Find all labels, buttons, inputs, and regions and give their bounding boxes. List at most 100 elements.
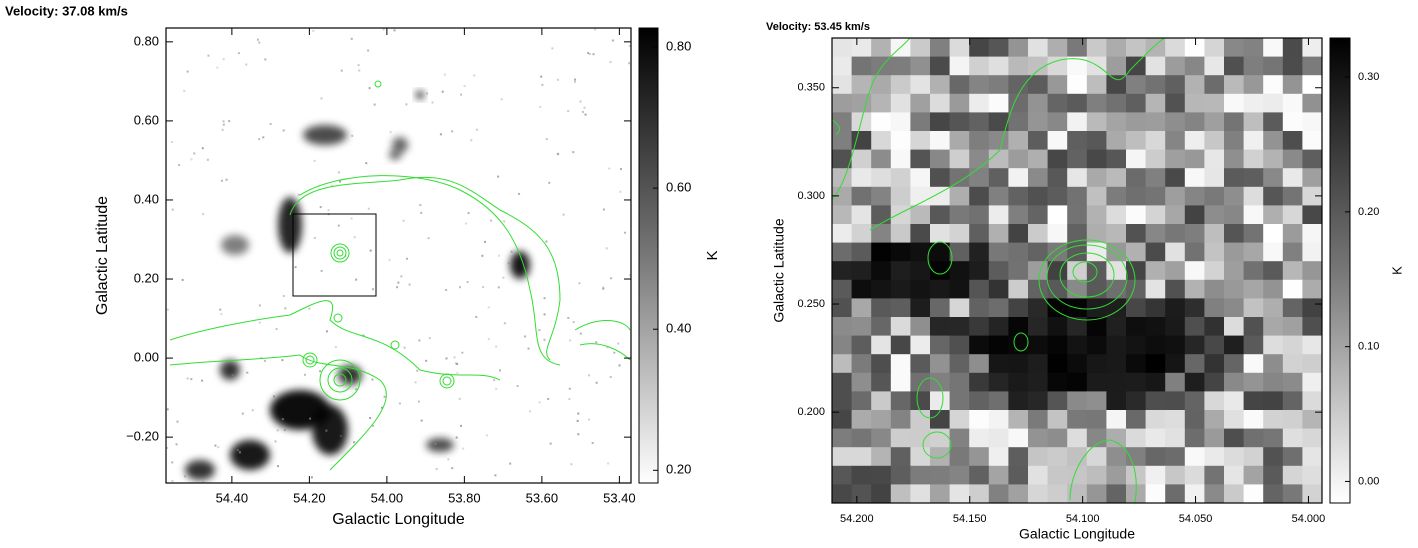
image-pixel [1047,391,1068,411]
image-pixel [1047,484,1068,503]
image-pixel [988,38,1009,58]
image-pixel [1263,224,1284,244]
image-pixel [988,168,1009,188]
image-pixel [619,190,622,193]
image-pixel [1145,279,1166,299]
image-pixel [358,69,361,72]
image-pixel [969,410,990,430]
image-pixel [1204,317,1225,337]
image-pixel [312,29,315,32]
image-pixel [1126,410,1147,430]
image-pixel [910,279,931,299]
x-tick-label: 54.150 [953,513,987,525]
image-pixel [334,346,337,349]
image-pixel [1302,354,1322,374]
image-pixel [202,481,205,483]
image-pixel [214,444,217,447]
image-pixel [969,112,990,132]
image-pixel [1282,56,1303,76]
image-pixel [402,219,405,222]
image-pixel [969,447,990,467]
image-pixel [1302,38,1322,58]
image-pixel [1224,298,1245,318]
image-pixel [171,479,174,482]
image-pixel [1263,465,1284,485]
image-pixel [1243,186,1264,206]
image-pixel [1047,465,1068,485]
image-pixel [1028,75,1049,95]
plot-frame [165,27,632,484]
image-pixel [1302,279,1322,299]
image-pixel [1067,168,1088,188]
image-pixel [245,63,248,66]
image-blob [312,405,348,455]
image-pixel [1008,186,1029,206]
image-pixel [1008,168,1029,188]
image-pixel [969,484,990,503]
image-pixel [930,428,951,448]
y-tick-label: 0.200 [797,406,825,418]
image-pixel [890,261,911,281]
contour [442,376,452,386]
image-pixel [969,465,990,485]
image-pixel [1302,168,1322,188]
image-pixel [988,372,1009,392]
x-tick-label: 54.200 [840,513,874,525]
image-pixel [576,419,579,422]
image-pixel [969,38,990,58]
image-pixel [1008,410,1029,430]
image-pixel [1243,224,1264,244]
image-pixel [1204,465,1225,485]
image-pixel [949,372,970,392]
y-tick-label: 0.80 [134,33,159,48]
image-pixel [890,224,911,244]
image-pixel [1008,447,1029,467]
image-pixel [910,298,931,318]
image-pixel [462,447,465,450]
x-tick-label: 54.050 [1179,513,1213,525]
image-pixel [1224,168,1245,188]
image-pixel [910,391,931,411]
image-pixel [1028,410,1049,430]
image-pixel [1184,112,1205,132]
image-pixel [988,298,1009,318]
image-pixel [222,120,225,123]
image-pixel [1282,372,1303,392]
image-pixel [1067,75,1088,95]
image-pixel [910,447,931,467]
image-layer [166,28,631,483]
image-pixel [871,93,892,113]
image-pixel [832,298,853,318]
image-pixel [405,103,408,106]
image-pixel [1204,484,1225,503]
image-pixel [588,418,591,421]
image-pixel [1145,93,1166,113]
image-pixel [222,58,225,61]
image-pixel [871,242,892,262]
image-pixel [1282,261,1303,281]
image-pixel [1028,112,1049,132]
image-pixel [1302,224,1322,244]
image-pixel [949,410,970,430]
contour [327,367,353,393]
image-pixel [910,56,931,76]
contour [1072,261,1098,283]
image-pixel [337,224,340,227]
image-pixel [1126,224,1147,244]
image-pixel [1126,75,1147,95]
image-pixel [1106,93,1127,113]
image-pixel [1047,112,1068,132]
image-pixel [548,181,551,184]
contour [336,249,344,257]
image-pixel [949,335,970,355]
image-pixel [595,341,598,344]
image-pixel [1047,93,1068,113]
image-pixel [186,377,189,380]
image-pixel [1224,186,1245,206]
image-pixel [490,219,493,222]
image-pixel [930,242,951,262]
image-pixel [170,140,173,143]
image-pixel [871,75,892,95]
image-pixel [445,357,448,360]
image-pixel [613,351,616,354]
